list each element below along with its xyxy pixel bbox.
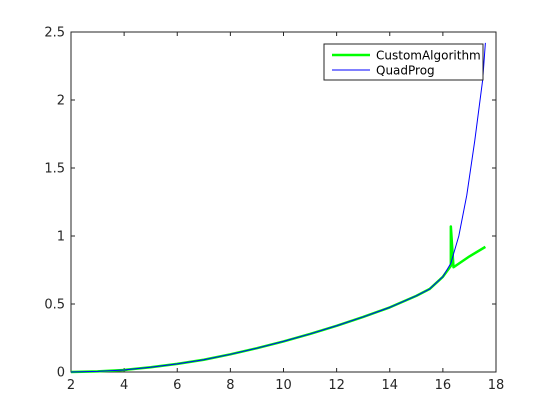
- legend-label: CustomAlgorithm: [376, 49, 481, 63]
- y-tick-label: 0: [57, 366, 65, 381]
- x-tick-label: 8: [226, 378, 234, 393]
- legend-box: [323, 43, 484, 81]
- series-line-quadprog: [70, 42, 486, 373]
- axes-ticks: 2 4 6 8 10 12 14 16 18 0 0.5 1 1.5 2 2.5: [44, 26, 504, 394]
- x-tick-label: 4: [120, 378, 128, 393]
- y-tick-label: 1.5: [44, 162, 65, 177]
- legend-label: QuadProg: [376, 64, 435, 78]
- y-tick-label: 2.5: [44, 26, 65, 41]
- y-tick-label: 2: [57, 94, 65, 109]
- y-tick-label: 0.5: [44, 298, 65, 313]
- x-tick-label: 12: [328, 378, 345, 393]
- x-tick-label: 10: [275, 378, 292, 393]
- x-tick-label: 14: [381, 378, 398, 393]
- plot-area: [70, 31, 497, 373]
- x-tick-label: 16: [435, 378, 452, 393]
- y-tick-label: 1: [57, 230, 65, 245]
- x-tick-label: 2: [67, 378, 75, 393]
- x-tick-label: 6: [173, 378, 181, 393]
- x-tick-label: 18: [488, 378, 505, 393]
- series-layer: [70, 42, 487, 374]
